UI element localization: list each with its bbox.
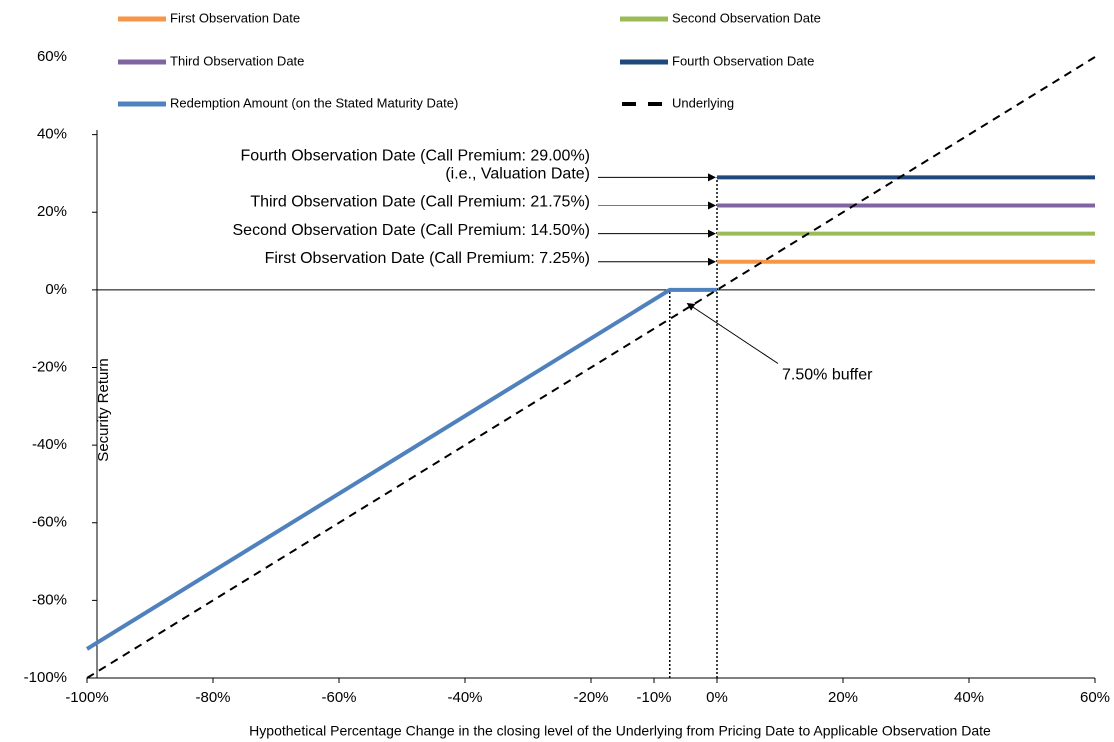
- y-tick-label: 0%: [45, 281, 67, 298]
- annotation: Fourth Observation Date (Call Premium: 2…: [241, 148, 590, 165]
- legend-bg: [616, 9, 876, 29]
- y-tick-label: 40%: [37, 126, 67, 143]
- legend-label: First Observation Date: [170, 10, 300, 25]
- x-tick-label: 60%: [1080, 689, 1110, 706]
- legend-bg: [616, 52, 876, 72]
- x-tick-label: -40%: [447, 689, 482, 706]
- y-tick-label: -60%: [32, 514, 67, 531]
- y-tick-label: 60%: [37, 48, 67, 65]
- x-tick-label: -80%: [195, 689, 230, 706]
- legend-label: Second Observation Date: [672, 10, 821, 25]
- series-line: [86, 56, 1096, 679]
- x-tick-label: 20%: [828, 689, 858, 706]
- x-tick-label: -100%: [65, 689, 108, 706]
- x-tick-label: -20%: [573, 689, 608, 706]
- y-tick-label: -80%: [32, 591, 67, 608]
- legend-bg: [114, 9, 554, 29]
- y-axis-label: Security Return: [95, 358, 112, 461]
- y-tick-label: -40%: [32, 436, 67, 453]
- x-tick-label: -10%: [636, 689, 671, 706]
- legend-bg: [616, 94, 876, 114]
- annotation-arrow: [686, 302, 779, 364]
- annotation: Third Observation Date (Call Premium: 21…: [250, 194, 590, 211]
- legend-label: Third Observation Date: [170, 53, 304, 68]
- legend-label: Underlying: [672, 95, 734, 110]
- annotation: (i.e., Valuation Date): [445, 166, 590, 183]
- legend-label: Fourth Observation Date: [672, 53, 814, 68]
- series-line: [85, 287, 717, 651]
- x-tick-label: -60%: [321, 689, 356, 706]
- y-tick-label: 20%: [37, 203, 67, 220]
- legend-label: Redemption Amount (on the Stated Maturit…: [170, 95, 458, 110]
- y-tick-label: -100%: [24, 669, 67, 686]
- legend-bg: [114, 94, 554, 114]
- legend-bg: [114, 52, 554, 72]
- x-axis-label: Hypothetical Percentage Change in the cl…: [249, 723, 991, 739]
- annotation: Second Observation Date (Call Premium: 1…: [233, 222, 591, 239]
- x-tick-label: 0%: [706, 689, 728, 706]
- annotation: 7.50% buffer: [782, 367, 873, 384]
- annotation: First Observation Date (Call Premium: 7.…: [265, 250, 590, 267]
- y-tick-label: -20%: [32, 358, 67, 375]
- x-tick-label: 40%: [954, 689, 984, 706]
